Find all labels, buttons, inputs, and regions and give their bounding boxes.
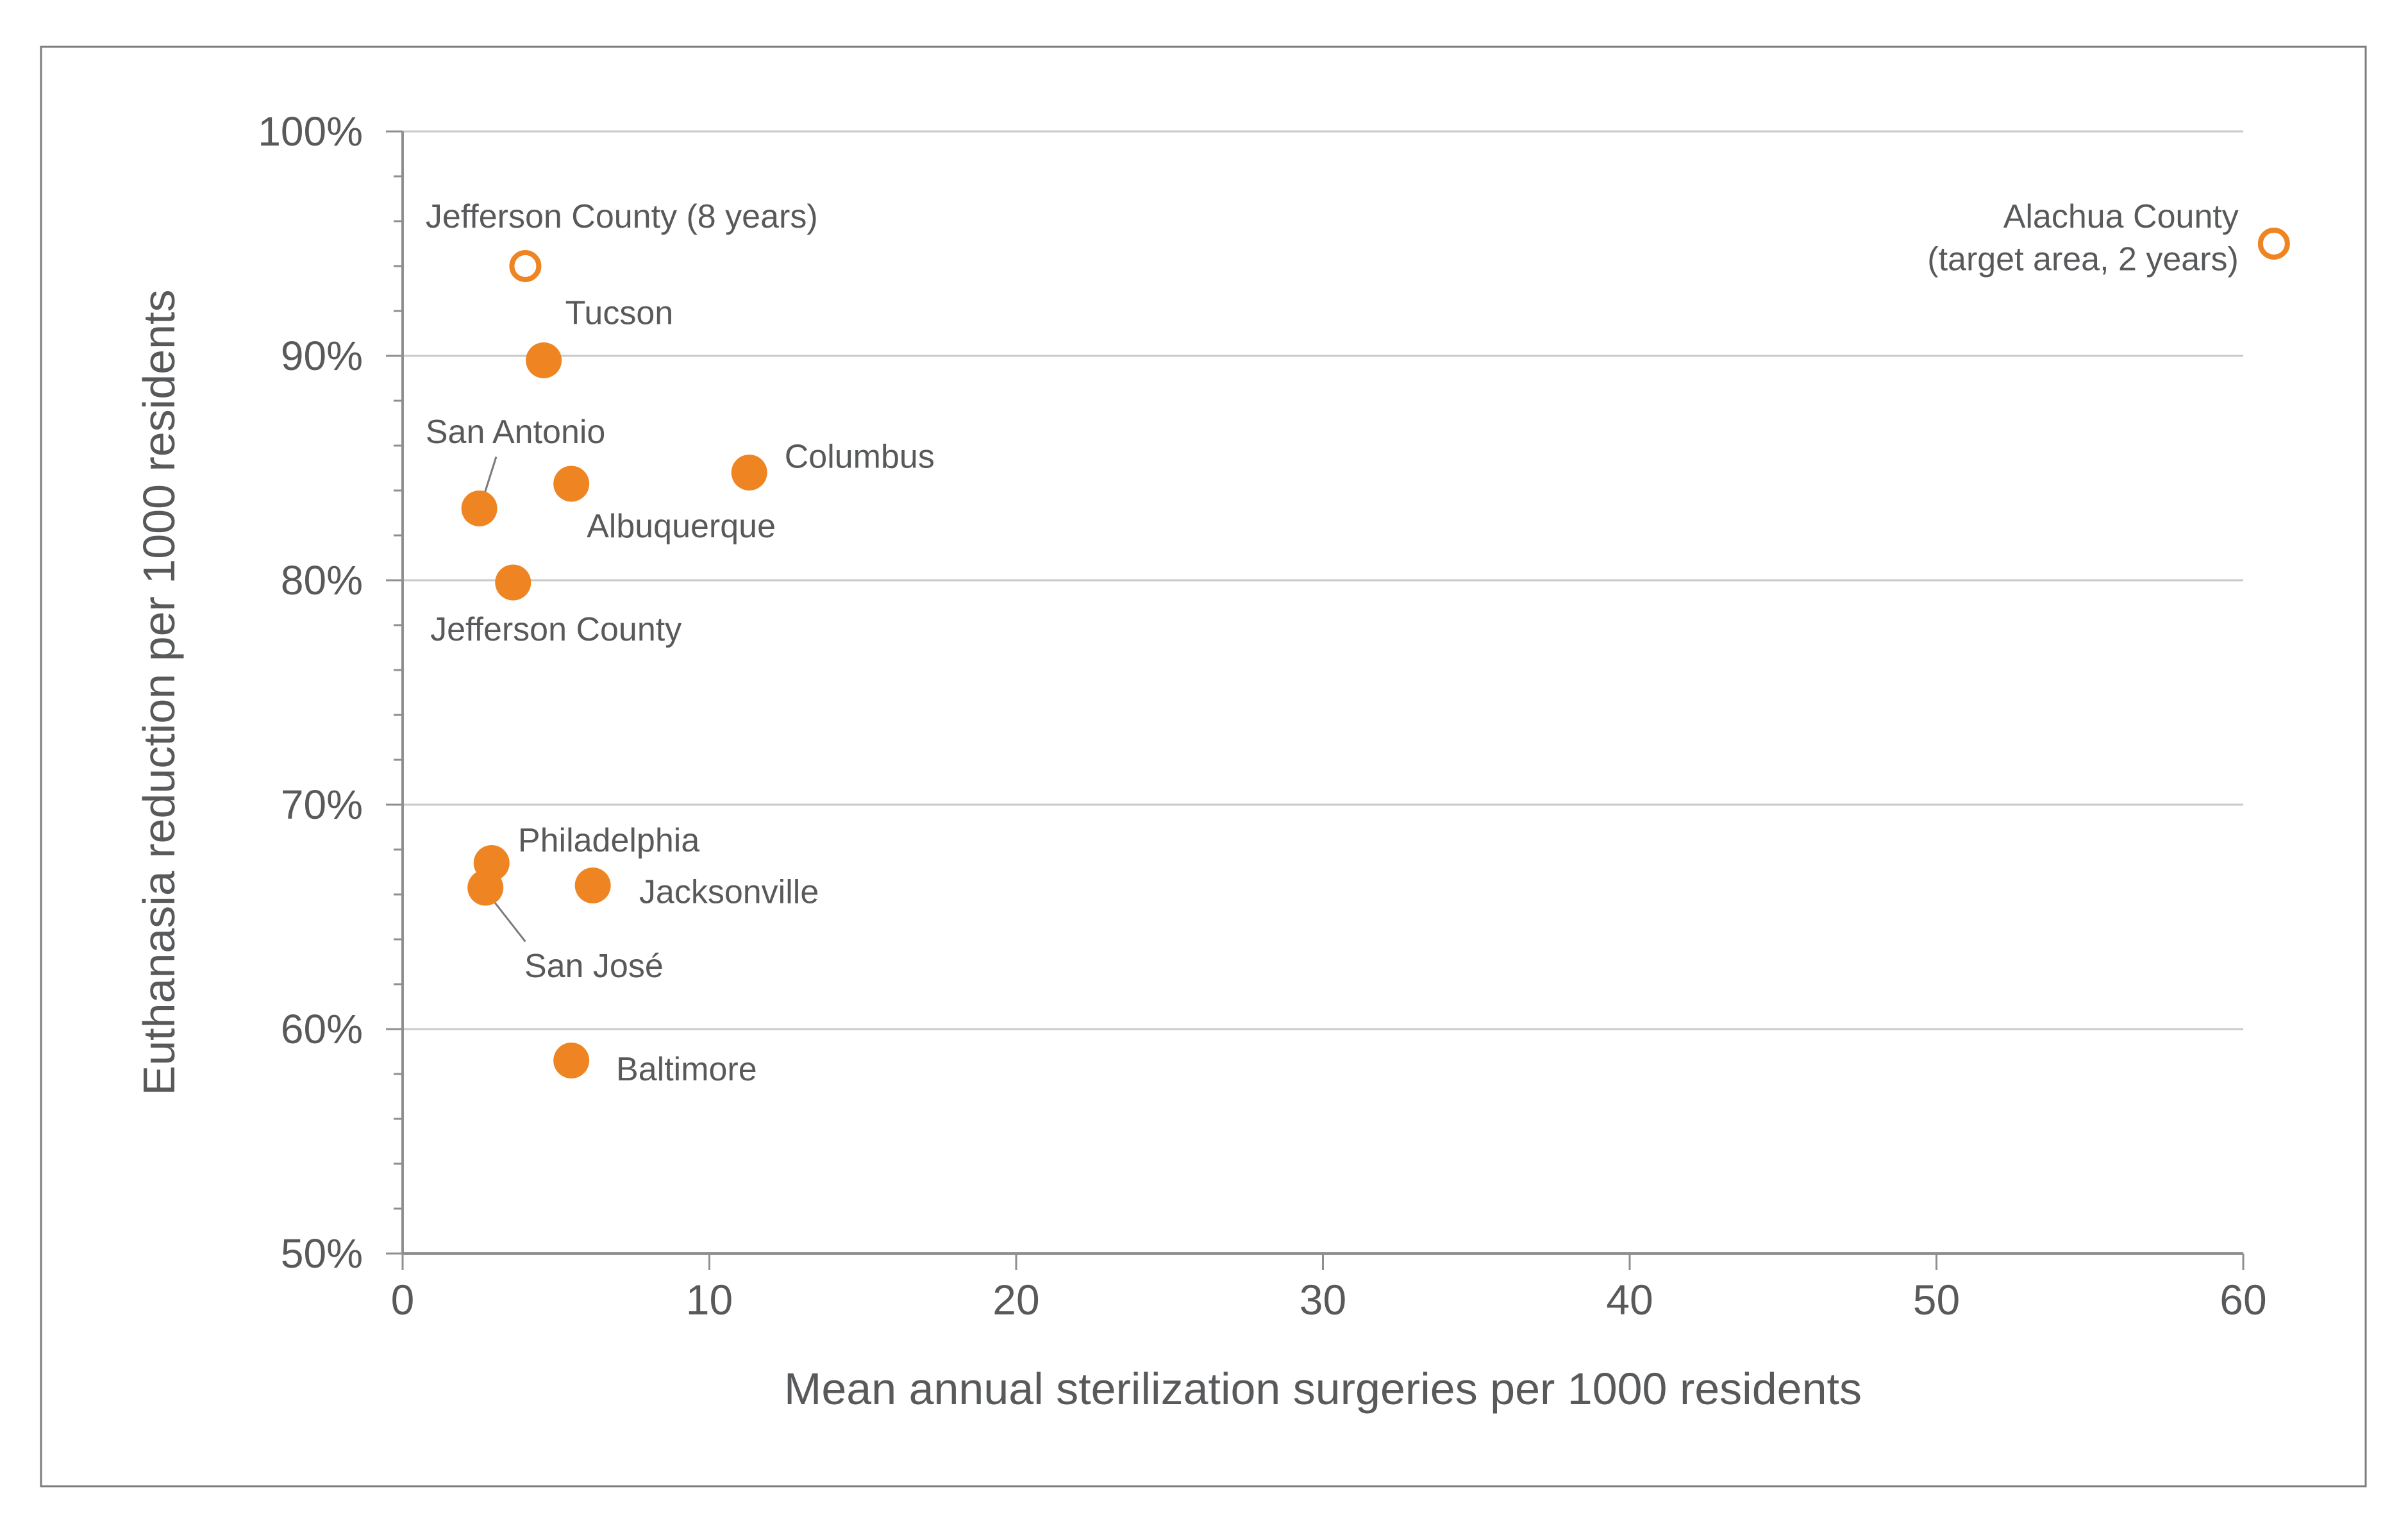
x-tick-label-30: 30 xyxy=(1300,1276,1346,1323)
y-tick-label-70: 70% xyxy=(281,782,363,828)
point-label-alachua-county: Alachua County xyxy=(2003,198,2239,235)
data-point-jefferson-county-8-years xyxy=(509,250,542,282)
x-tick-label-40: 40 xyxy=(1606,1276,1653,1323)
point-label-columbus: Columbus xyxy=(785,439,935,476)
leader-line-san-jos xyxy=(492,900,526,943)
data-point-columbus xyxy=(731,455,767,491)
x-tick-label-50: 50 xyxy=(1913,1276,1960,1323)
x-tick-label-10: 10 xyxy=(686,1276,733,1323)
data-point-san-antonio xyxy=(461,491,497,526)
data-point-baltimore xyxy=(553,1043,590,1078)
x-tick-label-60: 60 xyxy=(2220,1276,2266,1323)
x-axis-title: Mean annual sterilization surgeries per … xyxy=(784,1364,1862,1414)
data-point-jefferson-county xyxy=(495,564,531,601)
leader-line-san-antonio xyxy=(483,457,497,493)
data-point-alachua-county xyxy=(2257,228,2290,260)
point-label-jefferson-county-8-years: Jefferson County (8 years) xyxy=(426,198,818,235)
point-label-philadelphia: Philadelphia xyxy=(518,822,699,859)
point-label-san-jos: San José xyxy=(524,948,664,985)
point-label-tucson: Tucson xyxy=(565,295,674,332)
y-axis-title: Euthanasia reduction per 1000 residents xyxy=(134,290,184,1096)
figure-frame xyxy=(40,46,2367,1488)
y-tick-label-50: 50% xyxy=(281,1230,363,1277)
y-tick-label-90: 90% xyxy=(281,333,363,379)
data-point-tucson xyxy=(526,342,562,378)
point-label-san-antonio: San Antonio xyxy=(426,414,605,451)
x-tick-label-0: 0 xyxy=(391,1276,415,1323)
point-label-jefferson-county: Jefferson County xyxy=(430,611,681,648)
data-point-jacksonville xyxy=(574,868,611,903)
point-label-baltimore: Baltimore xyxy=(616,1051,757,1088)
y-tick-label-80: 80% xyxy=(281,557,363,603)
y-tick-label-60: 60% xyxy=(281,1006,363,1052)
point-label-albuquerque: Albuquerque xyxy=(587,508,776,545)
point-label-jacksonville: Jacksonville xyxy=(639,874,819,911)
point-label-alachua-county-line2: (target area, 2 years) xyxy=(1927,241,2239,278)
data-point-albuquerque xyxy=(553,465,590,502)
y-tick-label-100: 100% xyxy=(258,108,363,155)
data-point-san-jos xyxy=(467,869,504,906)
x-tick-label-20: 20 xyxy=(992,1276,1039,1323)
